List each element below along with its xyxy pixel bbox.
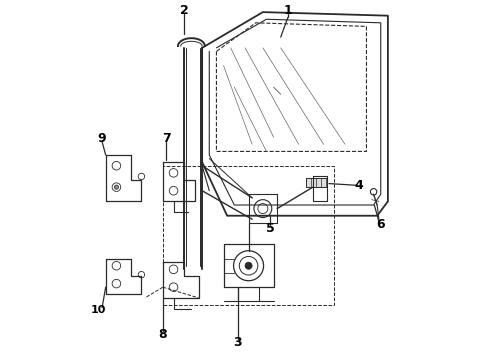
Text: 3: 3 (234, 336, 242, 349)
Text: 8: 8 (159, 328, 167, 341)
Text: 2: 2 (180, 4, 189, 17)
Circle shape (245, 262, 252, 269)
Text: 9: 9 (98, 132, 106, 145)
Polygon shape (306, 178, 327, 187)
Circle shape (114, 185, 119, 189)
Text: 7: 7 (162, 132, 171, 145)
Text: 6: 6 (376, 218, 385, 231)
Text: 1: 1 (284, 4, 292, 17)
Text: 4: 4 (355, 179, 364, 192)
Text: 10: 10 (91, 305, 106, 315)
Text: 5: 5 (266, 222, 274, 235)
